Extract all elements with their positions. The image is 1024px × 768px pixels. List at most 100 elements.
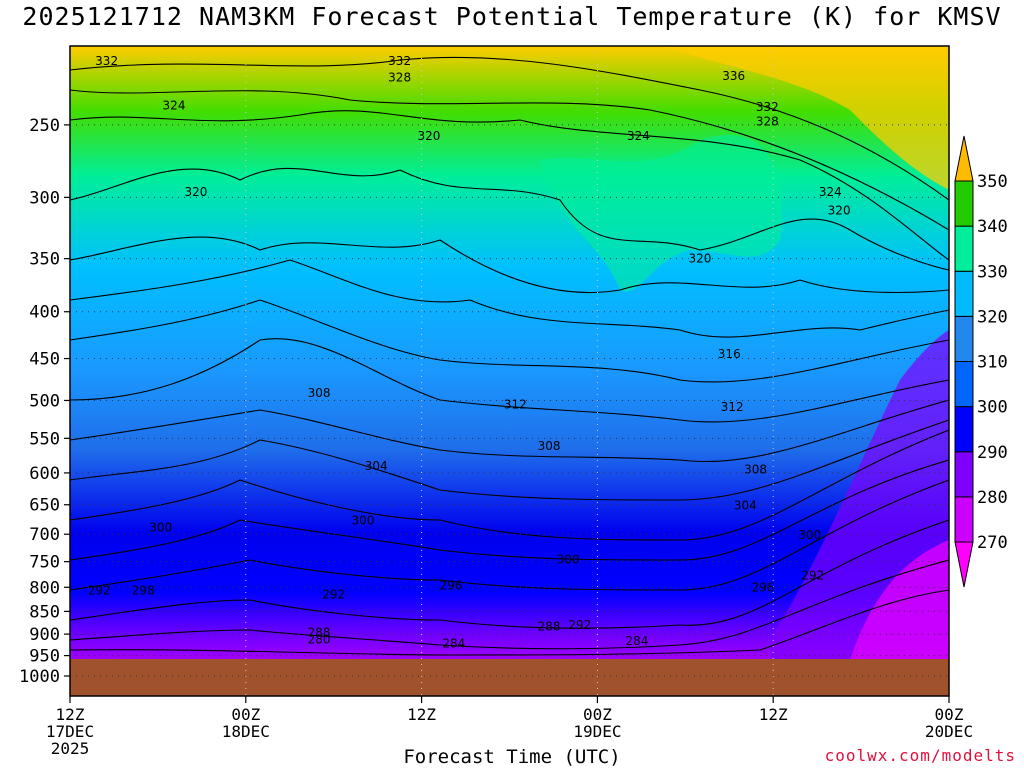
colorbar-tick-label: 280: [977, 488, 1008, 508]
y-tick-label: 950: [29, 647, 60, 667]
contour-label: 308: [308, 386, 331, 400]
y-tick-label: 400: [29, 303, 60, 323]
contour-label-text: 308: [538, 439, 561, 453]
x-tick-label: 00Z: [583, 705, 612, 724]
contour-line: [70, 459, 949, 561]
y-tick-label: 900: [29, 625, 60, 645]
plot-border: [69, 45, 950, 697]
contour-label-text: 324: [627, 129, 650, 143]
contour-label-text: 304: [734, 498, 757, 512]
field-blob-upper-teal: [540, 134, 782, 292]
contour-label: 280: [308, 632, 331, 646]
contour-label: 328: [756, 115, 779, 129]
contour-label-text: 296: [439, 578, 462, 592]
contour-label-text: 332: [95, 54, 118, 68]
contour-line: [70, 589, 949, 656]
contour-label-text: 292: [88, 583, 111, 597]
contour-label: 300: [557, 553, 580, 567]
contour-line: [70, 167, 949, 271]
contour-label: 332: [388, 54, 411, 68]
contour-label: 336: [722, 69, 745, 83]
grid-horizontal: [70, 124, 949, 677]
colorbar-tick-label: 320: [977, 307, 1008, 327]
contour-label-text: 284: [626, 634, 649, 648]
contour-label-text: 288: [538, 620, 561, 634]
contour-line: [70, 89, 949, 231]
contour-label: 324: [819, 185, 842, 199]
contour-label: 332: [756, 100, 779, 114]
contour-label-text: 304: [365, 459, 388, 473]
contour-label-text: 300: [352, 513, 375, 527]
y-tick-label: 850: [29, 602, 60, 622]
y-tick-label: 750: [29, 553, 60, 573]
field-blob-upper-right: [660, 46, 949, 190]
contour-label: 292: [322, 588, 345, 602]
contour-line: [70, 429, 949, 541]
contour-label-text: 300: [557, 553, 580, 567]
contour-line: [70, 236, 949, 294]
colorbar-arrow-low: [954, 541, 974, 588]
contour-label: 324: [163, 98, 186, 112]
contour-label-text: 324: [163, 98, 186, 112]
colorbar-tick-label: 310: [977, 353, 1008, 373]
x-tick-label: 18DEC: [222, 722, 270, 741]
contour-label: 320: [828, 203, 851, 217]
contour-label-text: 324: [819, 185, 842, 199]
contour-label: 312: [721, 400, 744, 414]
y-axis: 250 300 350 400 450 500 550 600 650 700 750 800 850 9…: [19, 116, 70, 687]
ground-terrain: [70, 659, 949, 696]
colorbar-tick-label: 350: [977, 172, 1008, 192]
contour-label-text: 280: [308, 632, 331, 646]
x-tick-label: 12Z: [56, 705, 85, 724]
y-tick-label: 700: [29, 525, 60, 545]
x-tick-label: 19DEC: [573, 722, 621, 741]
contour-label: 300: [352, 513, 375, 527]
contour-label: 328: [388, 71, 411, 85]
contour-line: [70, 399, 949, 463]
contour-label: 296: [439, 578, 462, 592]
contour-label: 288: [308, 625, 331, 639]
contour-label-text: 292: [801, 569, 824, 583]
y-tick-label: 500: [29, 391, 60, 411]
colorbar-arrow-high: [954, 135, 974, 182]
colorbar-tick-label: 300: [977, 398, 1008, 418]
grid-vertical: [245, 46, 774, 696]
contour-line: [70, 419, 949, 501]
contour-label-text: 320: [185, 185, 208, 199]
contour-line: [70, 110, 949, 261]
y-tick-label: 450: [29, 350, 60, 370]
contour-label: 288: [538, 620, 561, 634]
contour-label: 320: [185, 185, 208, 199]
colorbar-box: [954, 315, 974, 362]
contour-label-text: 288: [308, 625, 331, 639]
colorbar-tick-label: 330: [977, 262, 1008, 282]
contour-label-text: 292: [322, 588, 345, 602]
credit-text: coolwx.com/modelts: [824, 746, 1016, 765]
contour-line: [70, 56, 949, 201]
contour-label-text: 332: [756, 100, 779, 114]
contour-label: 284: [626, 634, 649, 648]
contour-label: 320: [688, 252, 711, 266]
contour-label-text: 336: [722, 69, 745, 83]
contour-label-text: 298: [132, 583, 155, 597]
colorbar-box: [954, 496, 974, 543]
contour-label: 300: [149, 520, 172, 534]
contour-label-text: 320: [688, 252, 711, 266]
chart-title: 2025121712 NAM3KM Forecast Potential Tem…: [22, 2, 1002, 31]
field-blob-right-magenta: [850, 540, 949, 696]
contour-label-text: 320: [828, 203, 851, 217]
contour-label: 320: [417, 129, 440, 143]
x-tick-label: 2025: [51, 739, 90, 758]
colorbar-box: [954, 361, 974, 408]
contour-label: 292: [568, 618, 591, 632]
y-tick-label: 350: [29, 250, 60, 270]
contour-label-text: 312: [504, 397, 527, 411]
contour-label: 296: [751, 580, 774, 594]
contour-label-text: 300: [149, 520, 172, 534]
contour-label-text: 308: [744, 463, 767, 477]
y-tick-label: 300: [29, 188, 60, 208]
colorbar-box: [954, 180, 974, 227]
